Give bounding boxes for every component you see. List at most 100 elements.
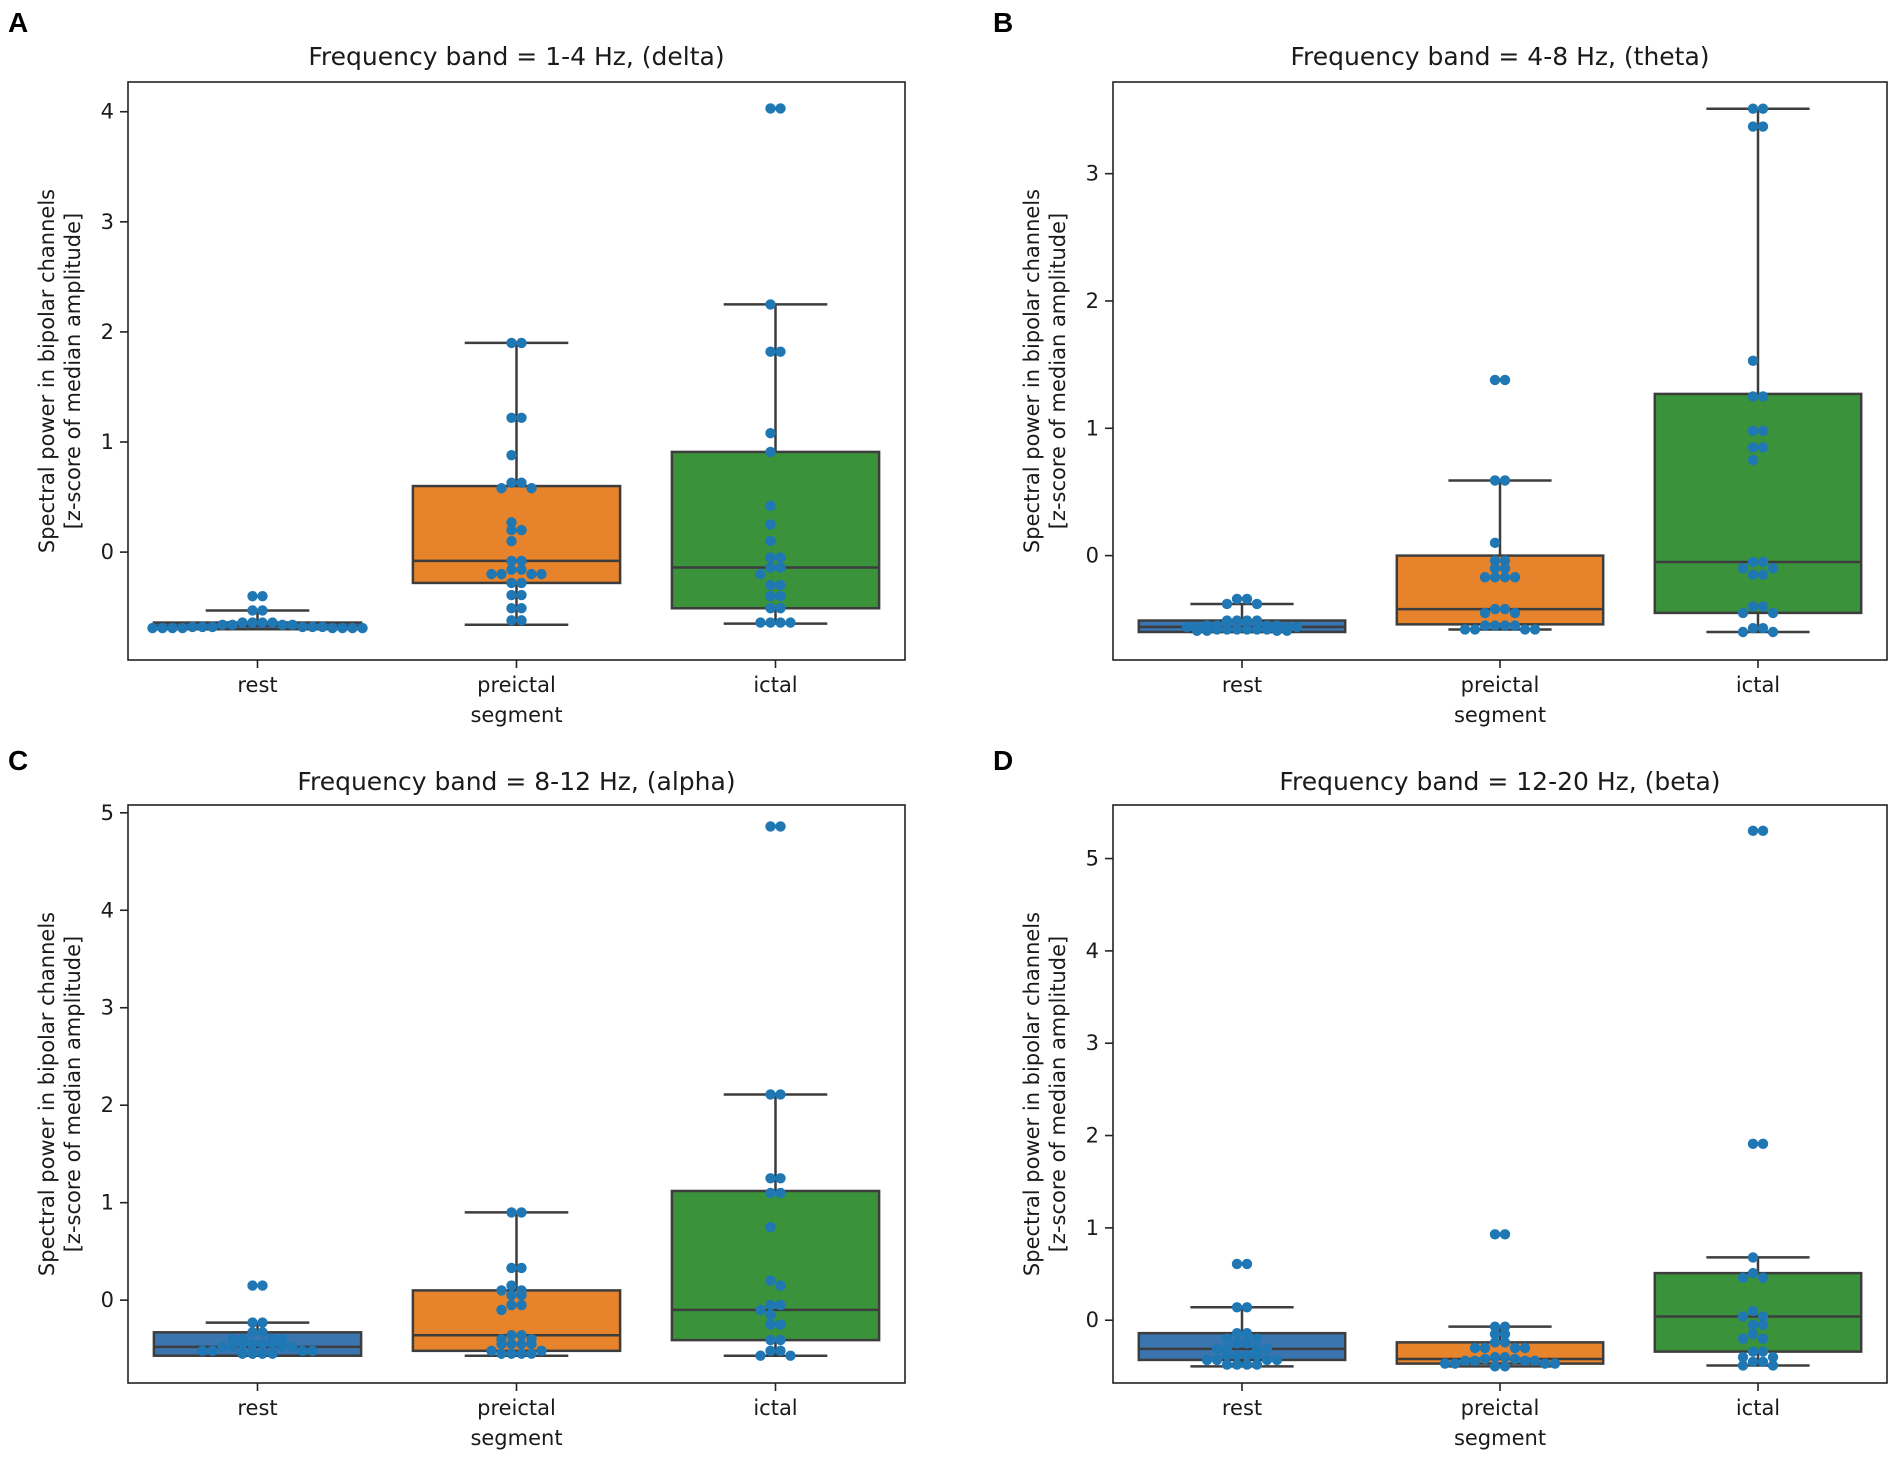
data-point — [496, 1285, 507, 1296]
y-tick-label: 3 — [101, 210, 114, 234]
data-point — [1747, 1138, 1759, 1150]
data-point — [526, 1348, 537, 1359]
data-point — [207, 1345, 218, 1357]
data-point — [775, 603, 786, 614]
panel-c: C Frequency band = 8-12 Hz, (alpha) 0 1 2 3 4 5… — [8, 745, 906, 1450]
data-point — [1767, 1360, 1779, 1371]
data-point — [1211, 1354, 1223, 1366]
data-point — [357, 622, 368, 634]
data-point — [516, 412, 527, 423]
data-point — [516, 524, 527, 536]
data-point — [1241, 1350, 1253, 1361]
data-point — [506, 477, 517, 488]
y-tick-label: 0 — [101, 1288, 114, 1312]
data-point — [1747, 1305, 1759, 1317]
data-point — [237, 1348, 248, 1359]
data-point — [1509, 620, 1521, 631]
y-axis-label: [z-score of median amplitude] — [61, 213, 85, 530]
data-point — [1747, 601, 1759, 612]
data-point — [506, 450, 517, 461]
data-point — [1499, 1351, 1511, 1363]
data-point — [1251, 1350, 1263, 1361]
data-point — [1757, 391, 1769, 402]
chart-title: Frequency band = 8-12 Hz, (alpha) — [297, 767, 735, 796]
x-axis-label: segment — [1454, 1426, 1546, 1450]
data-point — [1181, 621, 1193, 633]
data-point — [1499, 475, 1511, 486]
data-point — [247, 1280, 258, 1291]
x-tick-label: rest — [237, 1396, 277, 1420]
data-point — [1737, 563, 1749, 574]
data-point — [1747, 1356, 1759, 1367]
data-point — [506, 603, 517, 614]
box-iqr — [411, 484, 622, 585]
data-point — [347, 622, 358, 634]
data-point — [1489, 603, 1501, 615]
data-point — [1261, 1343, 1273, 1355]
data-point — [1767, 563, 1779, 574]
y-tick-label: 1 — [1086, 1216, 1099, 1240]
data-point — [257, 1280, 268, 1291]
y-tick-label: 2 — [101, 320, 114, 344]
data-point — [1519, 1355, 1531, 1367]
data-point — [775, 590, 786, 602]
x-tick-label: preictal — [477, 1396, 556, 1420]
panel-letter: D — [993, 745, 1013, 776]
data-point — [516, 477, 527, 488]
box-iqr — [1653, 392, 1863, 615]
x-tick-label: ictal — [1736, 1396, 1780, 1420]
x-tick-label: preictal — [477, 673, 556, 697]
data-point — [157, 622, 168, 634]
data-point — [496, 1348, 507, 1359]
data-point — [1241, 1327, 1253, 1339]
data-point — [1489, 620, 1501, 631]
y-tick-label: 2 — [1086, 289, 1099, 313]
data-point — [755, 617, 766, 628]
data-point — [1479, 1342, 1491, 1354]
swarm-rest — [197, 1280, 318, 1359]
data-point — [1489, 563, 1501, 574]
data-point — [1757, 425, 1769, 437]
data-point — [506, 555, 517, 567]
data-point — [267, 617, 278, 628]
data-point — [1449, 1358, 1461, 1369]
data-point — [516, 1338, 527, 1350]
data-point — [765, 1089, 776, 1100]
panel-b: B Frequency band = 4-8 Hz, (theta) 0 1 2 3 res… — [993, 7, 1888, 727]
data-point — [1469, 624, 1481, 635]
x-tick-label: rest — [237, 673, 277, 697]
data-point — [1489, 555, 1501, 566]
data-point — [765, 346, 776, 357]
data-point — [1737, 1272, 1749, 1283]
data-point — [506, 517, 517, 528]
data-point — [1251, 615, 1263, 626]
data-point — [755, 1304, 766, 1316]
box-iqr — [670, 1189, 881, 1342]
data-point — [506, 535, 517, 547]
data-point — [287, 1341, 298, 1353]
data-point — [1747, 569, 1759, 580]
data-point — [1231, 1258, 1243, 1270]
data-point — [247, 590, 258, 602]
y-tick-label: 3 — [1086, 1031, 1099, 1055]
data-point — [765, 552, 776, 563]
data-point — [775, 1334, 786, 1346]
y-tick-label: 1 — [1086, 416, 1099, 440]
data-point — [1241, 1338, 1253, 1349]
data-point — [227, 1341, 238, 1353]
data-point — [257, 617, 268, 628]
data-point — [775, 1345, 786, 1357]
data-point — [1747, 121, 1759, 132]
data-point — [1529, 1355, 1541, 1367]
data-point — [1251, 1333, 1263, 1344]
x-tick-label: ictal — [753, 673, 797, 697]
data-point — [775, 1173, 786, 1184]
data-point — [1757, 1333, 1769, 1344]
y-tick-label: 5 — [1086, 847, 1099, 871]
data-point — [1737, 626, 1749, 638]
data-point — [1737, 1351, 1749, 1363]
data-point — [506, 337, 517, 349]
data-point — [1201, 1354, 1213, 1366]
data-point — [765, 1345, 776, 1357]
data-point — [1499, 555, 1511, 566]
